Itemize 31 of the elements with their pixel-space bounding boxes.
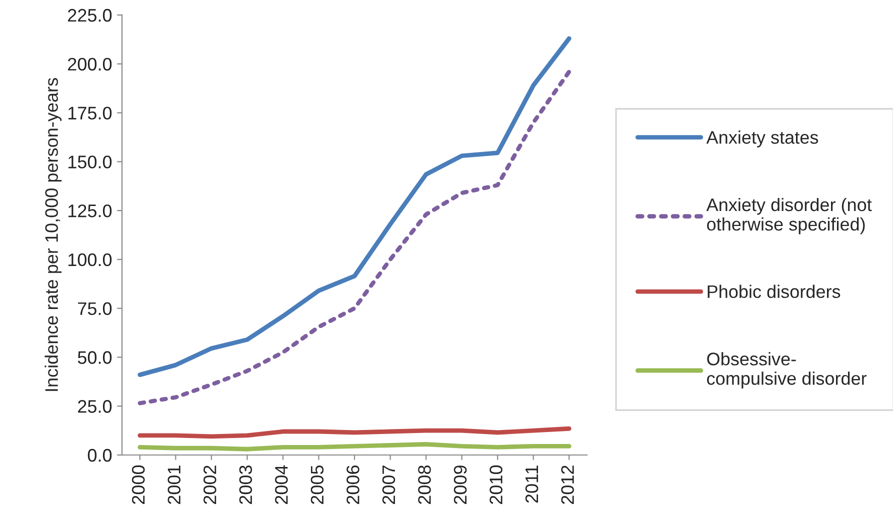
x-tick-label: 2011 — [525, 466, 538, 503]
y-tick-label: 150.0 — [68, 156, 112, 168]
x-tick-label: 2010 — [490, 465, 502, 504]
legend-label: Obsessive- compulsive disorder — [707, 352, 867, 388]
x-tick-label: 2004 — [275, 465, 288, 504]
line-series — [138, 70, 572, 406]
y-tick-label: 25.0 — [78, 400, 112, 413]
legend-label: Anxiety disorder (not otherwise specified) — [706, 198, 872, 234]
legend-label: Anxiety states — [706, 130, 818, 148]
x-tick-label: 2000 — [132, 465, 145, 504]
y-axis-title: Incidence rate per 10,000 person-years — [44, 78, 62, 391]
y-tick-label: 100.0 — [68, 253, 112, 266]
x-tick-label: 2005 — [310, 465, 324, 504]
y-tick-label: 200.0 — [68, 58, 112, 71]
x-tick-label: 2003 — [239, 466, 252, 504]
y-tick-label: 75.0 — [78, 302, 112, 316]
x-tick-label: 2009 — [454, 466, 467, 504]
legend-label: Phobic disorders — [708, 284, 840, 298]
y-tick-label: 125.0 — [68, 204, 112, 218]
y-tick-label: 175.0 — [68, 106, 112, 120]
x-tick-label: 2008 — [418, 466, 431, 504]
y-tick-label: 225.0 — [68, 8, 112, 22]
x-tick-label: 2012 — [561, 466, 574, 504]
line-series — [138, 36, 572, 378]
x-tick-label: 2006 — [346, 466, 360, 504]
x-tick-label: 2007 — [382, 466, 396, 504]
y-tick-label: 0.0 — [88, 448, 112, 462]
y-tick-label: 50.0 — [78, 351, 112, 364]
line-series — [138, 426, 572, 439]
x-tick-label: 2001 — [168, 466, 180, 504]
x-tick-label: 2002 — [203, 466, 216, 504]
